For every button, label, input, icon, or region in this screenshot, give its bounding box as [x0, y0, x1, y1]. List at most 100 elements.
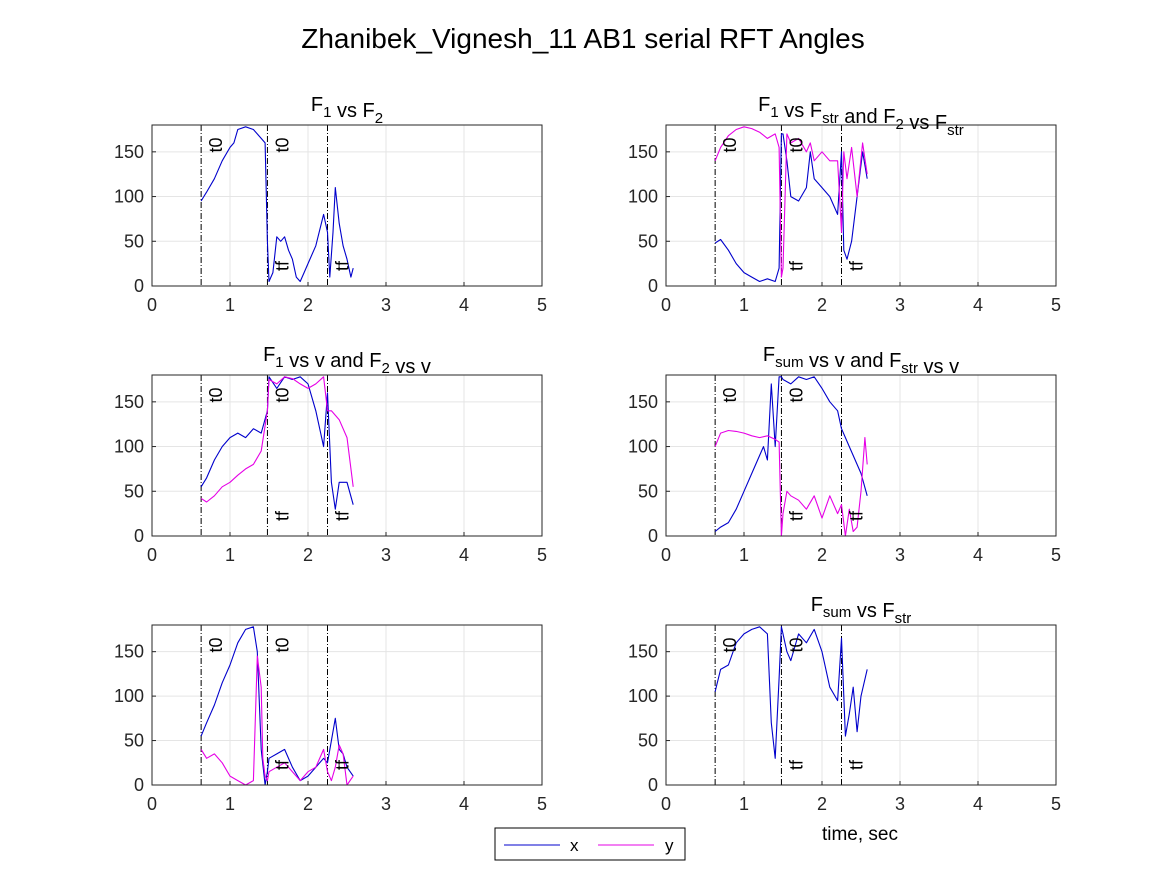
y-tick-label: 150 [628, 142, 658, 162]
x-tick-label: 4 [973, 295, 983, 315]
event-marker-label: t0 [786, 387, 806, 402]
axes-frame [665, 124, 1057, 287]
y-tick-label: 0 [648, 526, 658, 546]
subplot-title: Fsum vs Fstr [811, 594, 912, 627]
series-line-y [200, 376, 354, 503]
x-tick-label: 5 [537, 295, 547, 315]
event-marker-label: tf [333, 260, 353, 271]
axes-frame [151, 124, 543, 287]
y-tick-label: 100 [628, 187, 658, 207]
event-marker-label: t0 [272, 637, 292, 652]
axes-frame [665, 374, 1057, 537]
x-tick-label: 4 [459, 794, 469, 814]
subplot-title: F1 vs v and F2 vs v [263, 344, 431, 378]
series-line-y [714, 429, 868, 537]
y-tick-label: 0 [134, 775, 144, 795]
x-tick-label: 0 [147, 794, 157, 814]
x-tick-label: 3 [895, 794, 905, 814]
event-marker-label: tf [786, 510, 806, 521]
series-line-x [200, 626, 354, 786]
x-tick-label: 5 [1051, 794, 1061, 814]
event-marker-label: tf [786, 260, 806, 271]
event-marker-label: tf [272, 759, 292, 770]
x-tick-label: 3 [381, 295, 391, 315]
x-tick-label: 5 [537, 794, 547, 814]
x-tick-label: 1 [225, 295, 235, 315]
event-marker-label: t0 [720, 637, 740, 652]
x-tick-label: 4 [973, 794, 983, 814]
x-tick-label: 1 [739, 545, 749, 565]
legend[interactable]: x y [494, 827, 686, 861]
axes-frame [665, 624, 1057, 786]
event-marker-label: t0 [720, 137, 740, 152]
series-line-y [714, 126, 868, 278]
subplot-title: F1 vs Fstr and F2 vs Fstr [758, 94, 964, 139]
event-marker-label: tf [333, 510, 353, 521]
event-marker-label: t0 [720, 387, 740, 402]
x-axis-label: time, sec [822, 824, 898, 845]
y-tick-label: 100 [114, 437, 144, 457]
x-tick-label: 0 [661, 794, 671, 814]
y-tick-label: 100 [628, 686, 658, 706]
y-tick-label: 100 [628, 437, 658, 457]
event-marker-label: t0 [206, 637, 226, 652]
x-tick-label: 1 [225, 794, 235, 814]
x-tick-label: 5 [537, 545, 547, 565]
series-line-x [714, 133, 868, 283]
y-tick-label: 50 [638, 481, 658, 501]
series-line-x [714, 626, 868, 759]
x-tick-label: 0 [661, 545, 671, 565]
legend-label-x: x [570, 836, 579, 855]
legend-label-y: y [665, 836, 674, 855]
x-tick-label: 2 [817, 295, 827, 315]
event-marker-label: tf [786, 759, 806, 770]
y-tick-label: 150 [114, 142, 144, 162]
event-marker-label: tf [847, 510, 867, 521]
x-tick-label: 2 [303, 794, 313, 814]
y-tick-label: 50 [124, 481, 144, 501]
x-tick-label: 3 [895, 545, 905, 565]
x-tick-label: 3 [381, 545, 391, 565]
event-marker-label: tf [333, 759, 353, 770]
event-marker-label: t0 [272, 387, 292, 402]
y-tick-label: 100 [114, 187, 144, 207]
y-tick-label: 0 [648, 775, 658, 795]
y-tick-label: 0 [134, 276, 144, 296]
figure-title: Zhanibek_Vignesh_11 AB1 serial RFT Angle… [301, 23, 864, 54]
y-tick-label: 0 [648, 276, 658, 296]
x-tick-label: 2 [303, 545, 313, 565]
y-tick-label: 150 [628, 392, 658, 412]
series-line-x [200, 376, 354, 510]
x-tick-label: 0 [147, 545, 157, 565]
y-tick-label: 0 [134, 526, 144, 546]
event-marker-label: tf [847, 759, 867, 770]
x-tick-label: 0 [147, 295, 157, 315]
x-tick-label: 1 [739, 794, 749, 814]
x-tick-label: 4 [973, 545, 983, 565]
event-marker-label: t0 [206, 387, 226, 402]
series-line-y [200, 655, 354, 786]
x-tick-label: 0 [661, 295, 671, 315]
x-tick-label: 5 [1051, 295, 1061, 315]
x-tick-label: 4 [459, 545, 469, 565]
x-tick-label: 2 [817, 794, 827, 814]
x-tick-label: 3 [895, 295, 905, 315]
y-tick-label: 100 [114, 686, 144, 706]
event-marker-label: tf [272, 510, 292, 521]
y-tick-label: 50 [638, 231, 658, 251]
x-tick-label: 4 [459, 295, 469, 315]
event-marker-label: t0 [786, 137, 806, 152]
y-tick-label: 50 [638, 731, 658, 751]
x-tick-label: 5 [1051, 545, 1061, 565]
axes-frame [151, 624, 543, 786]
x-tick-label: 1 [739, 295, 749, 315]
event-marker-label: t0 [272, 137, 292, 152]
series-line-x [714, 376, 868, 532]
